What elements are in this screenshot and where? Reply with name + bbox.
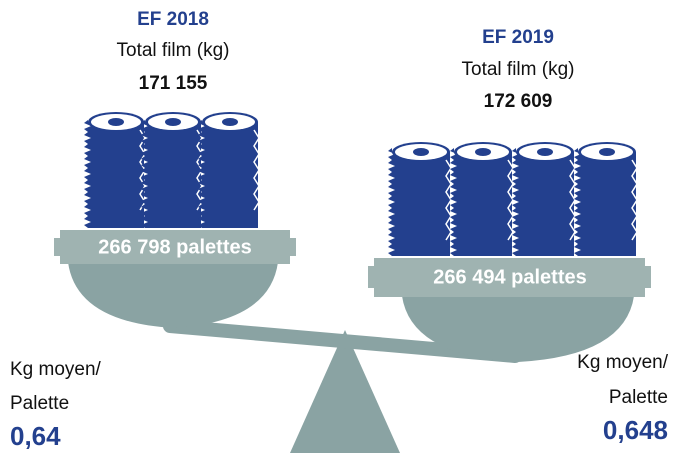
left-subtitle: Total film (kg) bbox=[117, 40, 230, 61]
roll bbox=[537, 148, 553, 156]
page: {"left": {"title": "EF 2018", "subtitle"… bbox=[0, 0, 678, 453]
left-avg: 0,64 bbox=[10, 421, 61, 451]
roll bbox=[574, 148, 636, 256]
right-avg-label: Kg moyen/ bbox=[577, 352, 669, 373]
right-total: 172 609 bbox=[484, 91, 553, 112]
left-total: 171 155 bbox=[139, 73, 208, 94]
left-avg-label: Palette bbox=[10, 393, 69, 414]
roll bbox=[599, 148, 615, 156]
roll bbox=[141, 120, 201, 228]
left-pan bbox=[68, 262, 278, 328]
right-pallets: 266 494 palettes bbox=[433, 266, 586, 288]
left-pallets: 266 798 palettes bbox=[98, 236, 251, 258]
roll bbox=[413, 148, 429, 156]
left-title: EF 2018 bbox=[137, 9, 209, 30]
roll bbox=[512, 148, 574, 256]
infographic: EF 2018 Total film (kg) 171 155 266 798 … bbox=[0, 0, 678, 453]
right-avg-label: Palette bbox=[609, 387, 668, 408]
right-title: EF 2019 bbox=[482, 27, 554, 48]
roll bbox=[198, 120, 258, 228]
roll bbox=[450, 148, 512, 256]
left-avg-label: Kg moyen/ bbox=[10, 359, 102, 380]
roll bbox=[475, 148, 491, 156]
roll bbox=[84, 120, 144, 228]
right-subtitle: Total film (kg) bbox=[462, 59, 575, 80]
roll bbox=[108, 118, 124, 126]
right-avg: 0,648 bbox=[603, 415, 668, 445]
roll bbox=[388, 148, 450, 256]
roll bbox=[222, 118, 238, 126]
roll bbox=[165, 118, 181, 126]
